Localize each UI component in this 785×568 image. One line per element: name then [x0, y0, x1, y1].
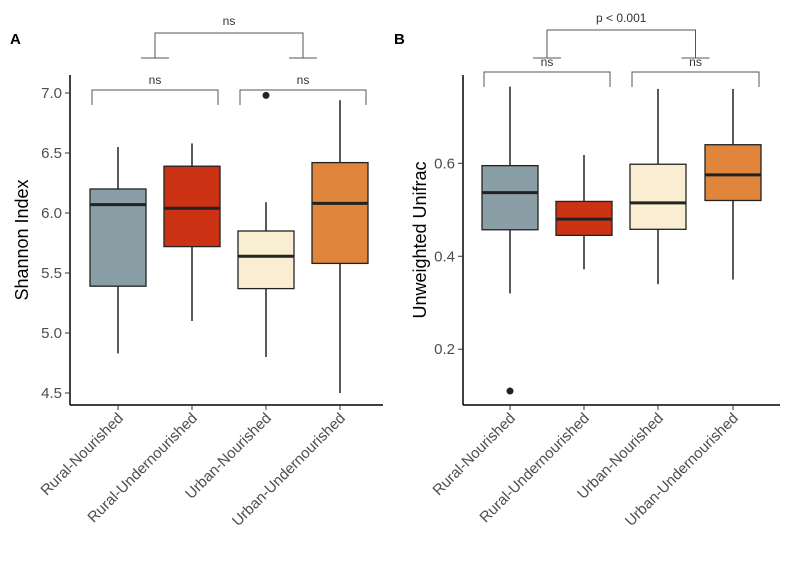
box-iqr — [163, 165, 221, 248]
significance-label: p < 0.001 — [596, 11, 647, 25]
panel-a-pair-bracket: ns — [91, 73, 219, 105]
bracket-line — [546, 29, 696, 58]
panel-a-y-tick-label: 5.5 — [41, 265, 62, 282]
panel-a-box-urban-nourished — [237, 91, 295, 357]
panel-b-y-tick-label: 0.6 — [434, 155, 455, 172]
panel-a-group-bracket: ns — [141, 14, 317, 59]
panel-a-box-rural-undernourished — [163, 143, 221, 321]
panel-b-boxes — [481, 86, 762, 395]
outlier-point — [262, 91, 270, 99]
panel-b-group-bracket: p < 0.001 — [533, 11, 710, 59]
bracket-line — [239, 89, 367, 105]
panel-a-y-tick-label: 6.0 — [41, 205, 62, 222]
panel-a-y-tick-label: 5.0 — [41, 325, 62, 342]
panel-b-box-rural-undernourished — [555, 154, 613, 270]
panel-a-y-tick-label: 4.5 — [41, 385, 62, 402]
panel-b-label: B — [394, 31, 405, 48]
panel-a-box-rural-nourished — [89, 147, 147, 354]
box-iqr — [481, 164, 539, 231]
significance-label: ns — [223, 14, 236, 28]
panel-b-y-tick-label: 0.2 — [434, 341, 455, 358]
box-iqr — [704, 144, 762, 202]
bracket-line — [91, 89, 219, 105]
bracket-line — [154, 32, 304, 58]
panel-b-pair-bracket: ns — [483, 55, 611, 87]
panel-b-significance-brackets: ns ns p < 0.001 — [483, 11, 760, 87]
box-iqr — [237, 230, 295, 290]
panel-b-y-axis-title: Unweighted Unifrac — [410, 161, 430, 318]
panel-b-box-urban-nourished — [629, 88, 687, 285]
panel-a-label: A — [10, 31, 21, 48]
box-iqr — [311, 161, 369, 265]
panel-a-significance-brackets: ns ns ns — [91, 14, 367, 105]
outlier-point — [506, 387, 514, 395]
panel-a-y-axis-title: Shannon Index — [12, 179, 32, 300]
panel-a: A Shannon Index ns ns ns 4.5 5.0 5.5 6.0 6.5 7.… — [10, 14, 383, 530]
panel-a-pair-bracket: ns — [239, 73, 367, 105]
panel-b-y-tick-label: 0.4 — [434, 248, 455, 265]
significance-label: ns — [297, 73, 310, 87]
panel-b-axes: 0.20.40.6Rural-NourishedRural-Undernouri… — [430, 75, 780, 530]
significance-label: ns — [149, 73, 162, 87]
box-iqr — [629, 163, 687, 230]
panel-a-box-urban-undernourished — [311, 100, 369, 393]
panel-a-boxes — [89, 91, 369, 393]
panel-b-pair-bracket: ns — [631, 55, 760, 87]
panel-a-axes: 4.55.05.56.06.57.0Rural-NourishedRural-U… — [38, 75, 383, 530]
panel-a-y-tick-label: 7.0 — [41, 85, 62, 102]
panel-b: B Unweighted Unifrac ns ns p < 0.001 0.2 0.… — [394, 11, 780, 530]
bracket-line — [631, 71, 760, 87]
panel-a-y-tick-label: 6.5 — [41, 145, 62, 162]
bracket-line — [483, 71, 611, 87]
panel-b-box-urban-undernourished — [704, 88, 762, 280]
panel-b-box-rural-nourished — [481, 86, 539, 395]
